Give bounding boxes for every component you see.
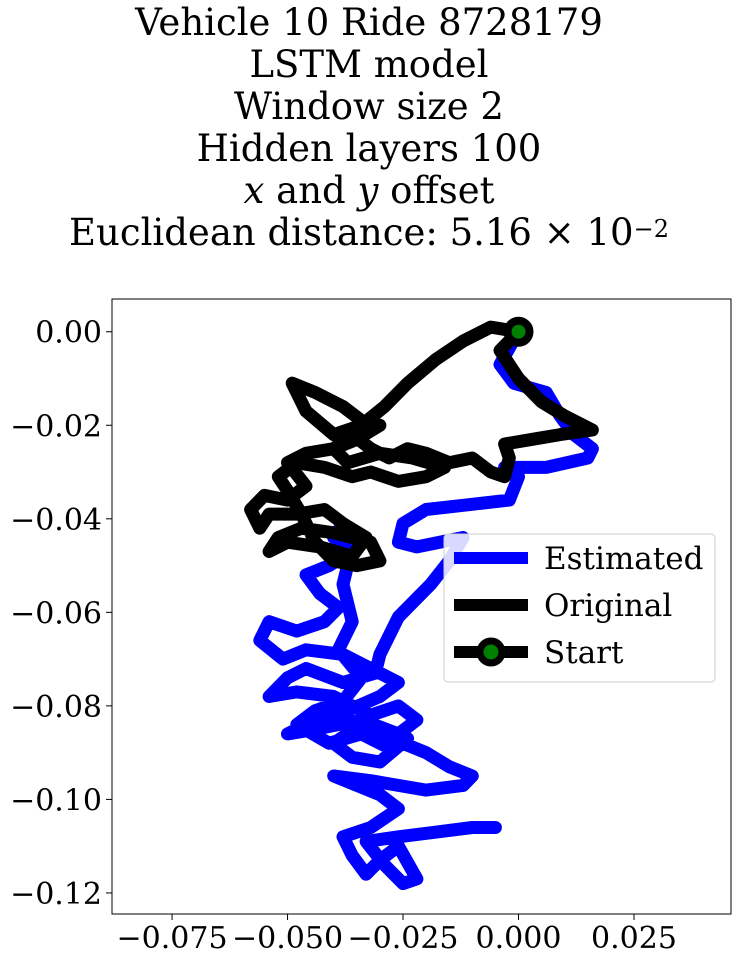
title-offset-text: offset — [378, 169, 495, 212]
legend-box — [443, 533, 716, 683]
x-tick-label: −0.025 — [348, 921, 459, 956]
title-line-3: Window size 2 — [234, 85, 504, 128]
title-x-symbol: x — [243, 169, 265, 212]
y-tick-label: −0.04 — [10, 503, 102, 538]
legend-start-marker — [476, 637, 506, 667]
x-tick-label: −0.050 — [232, 921, 343, 956]
y-tick-label: −0.02 — [10, 409, 102, 444]
title-line-5: x and y offset — [0, 170, 738, 212]
title-and-text: and — [264, 169, 358, 212]
y-tick-label: −0.10 — [10, 783, 102, 818]
title-distance-exponent: −2 — [633, 215, 669, 243]
legend-label-start: Start — [544, 635, 624, 671]
y-tick-label: −0.08 — [10, 690, 102, 725]
title-line-2: LSTM model — [249, 43, 489, 86]
series-line-original — [244, 320, 599, 573]
x-tick-label: −0.075 — [117, 921, 228, 956]
legend-label-original: Original — [544, 588, 672, 624]
series-line-estimated — [253, 325, 599, 891]
chart-title: Vehicle 10 Ride 8728179 LSTM model Windo… — [0, 2, 738, 254]
title-y-symbol: y — [357, 169, 379, 212]
title-line-6: Euclidean distance: 5.16 × 10−2 — [0, 212, 738, 254]
y-tick-label: −0.12 — [10, 877, 102, 912]
legend-label-estimated: Estimated — [544, 541, 703, 577]
title-distance-text: Euclidean distance: 5.16 × 10 — [69, 211, 634, 254]
x-tick-label: 0.000 — [476, 921, 562, 956]
title-line-4: Hidden layers 100 — [196, 127, 542, 170]
y-tick-label: −0.06 — [10, 596, 102, 631]
x-tick-label: 0.025 — [591, 921, 677, 956]
y-tick-label: 0.00 — [35, 316, 102, 351]
plot-frame — [111, 298, 732, 915]
title-line-1: Vehicle 10 Ride 8728179 — [135, 1, 603, 44]
start-marker — [503, 316, 534, 347]
